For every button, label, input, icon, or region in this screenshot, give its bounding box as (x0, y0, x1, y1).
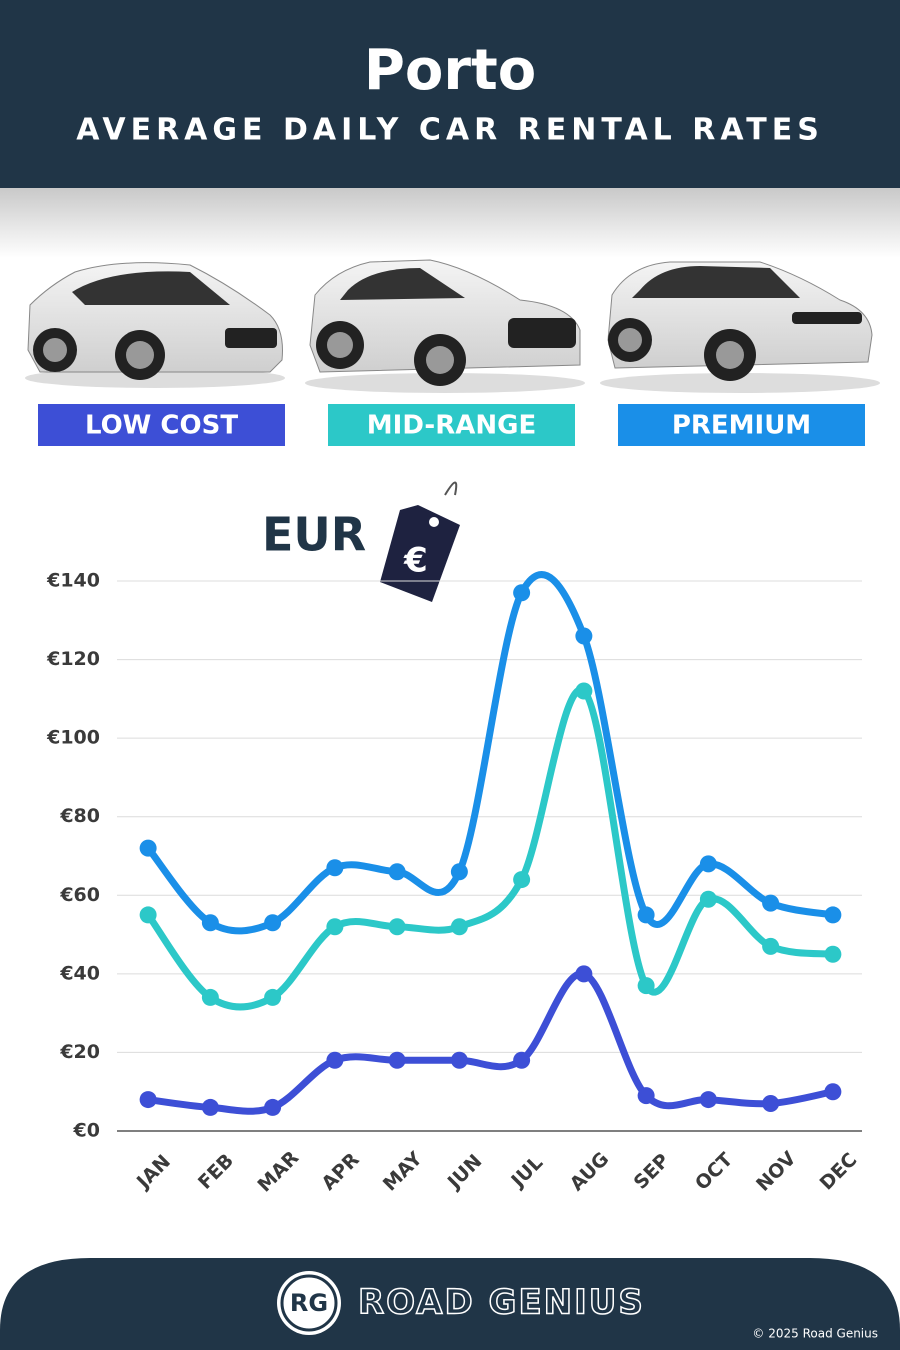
y-tick-label: €20 (59, 1041, 100, 1063)
data-point (699, 855, 717, 873)
subtitle: AVERAGE DAILY CAR RENTAL RATES (76, 113, 824, 148)
y-tick-label: €100 (46, 727, 100, 749)
data-point (575, 965, 593, 983)
data-point (388, 863, 406, 881)
legend-label: LOW COST (85, 411, 238, 441)
data-point (513, 1051, 531, 1069)
data-point (637, 906, 655, 924)
data-point (326, 918, 344, 936)
data-point (201, 988, 219, 1006)
data-point (699, 890, 717, 908)
data-point (264, 1098, 282, 1116)
car-hatchback (25, 262, 285, 388)
data-point (388, 918, 406, 936)
logo-text: RG (290, 1289, 328, 1317)
data-point (388, 1051, 406, 1069)
logo-ring (280, 1274, 338, 1332)
data-point (824, 1083, 842, 1101)
data-point (264, 914, 282, 932)
footer-band (0, 1258, 900, 1350)
data-point (139, 1091, 157, 1109)
y-tick-label: €140 (46, 570, 100, 592)
data-point (762, 937, 780, 955)
data-point (326, 1051, 344, 1069)
y-tick-label: €80 (59, 805, 100, 827)
legend-swatch (328, 404, 575, 446)
data-point (762, 1095, 780, 1112)
car-suv (305, 259, 585, 393)
data-point (139, 839, 157, 857)
title: Porto (364, 38, 536, 103)
data-point (450, 918, 468, 936)
legend-swatch (38, 404, 285, 446)
header-band (0, 0, 900, 188)
price-tag: € (380, 481, 460, 602)
data-point (824, 945, 842, 963)
logo-circle (277, 1271, 341, 1335)
header-shadow (0, 188, 900, 258)
y-tick-label: €0 (73, 1120, 100, 1142)
data-point (637, 1087, 655, 1105)
unit-label: EUR (262, 508, 366, 562)
data-point (824, 906, 842, 924)
data-point (575, 682, 593, 700)
data-point (575, 627, 593, 645)
y-tick-label: €40 (59, 962, 100, 984)
brand: ROAD GENIUS (358, 1283, 645, 1323)
data-point (450, 863, 468, 881)
copyright: © 2025 Road Genius (752, 1327, 878, 1341)
data-point (201, 1098, 219, 1116)
data-point (513, 871, 531, 889)
car-premium-suv (600, 261, 880, 393)
y-tick-label: €60 (59, 884, 100, 906)
data-point (326, 859, 344, 877)
data-point (513, 584, 531, 602)
data-point (699, 1091, 717, 1109)
data-point (201, 914, 219, 932)
data-point (264, 988, 282, 1006)
y-tick-label: €120 (46, 648, 100, 670)
legend-label: MID-RANGE (367, 411, 536, 441)
data-point (762, 894, 780, 912)
tag-symbol: € (403, 541, 428, 581)
data-point (139, 906, 157, 924)
data-point (450, 1051, 468, 1069)
legend-label: PREMIUM (672, 411, 811, 441)
data-point (637, 977, 655, 995)
legend-swatch (618, 404, 865, 446)
